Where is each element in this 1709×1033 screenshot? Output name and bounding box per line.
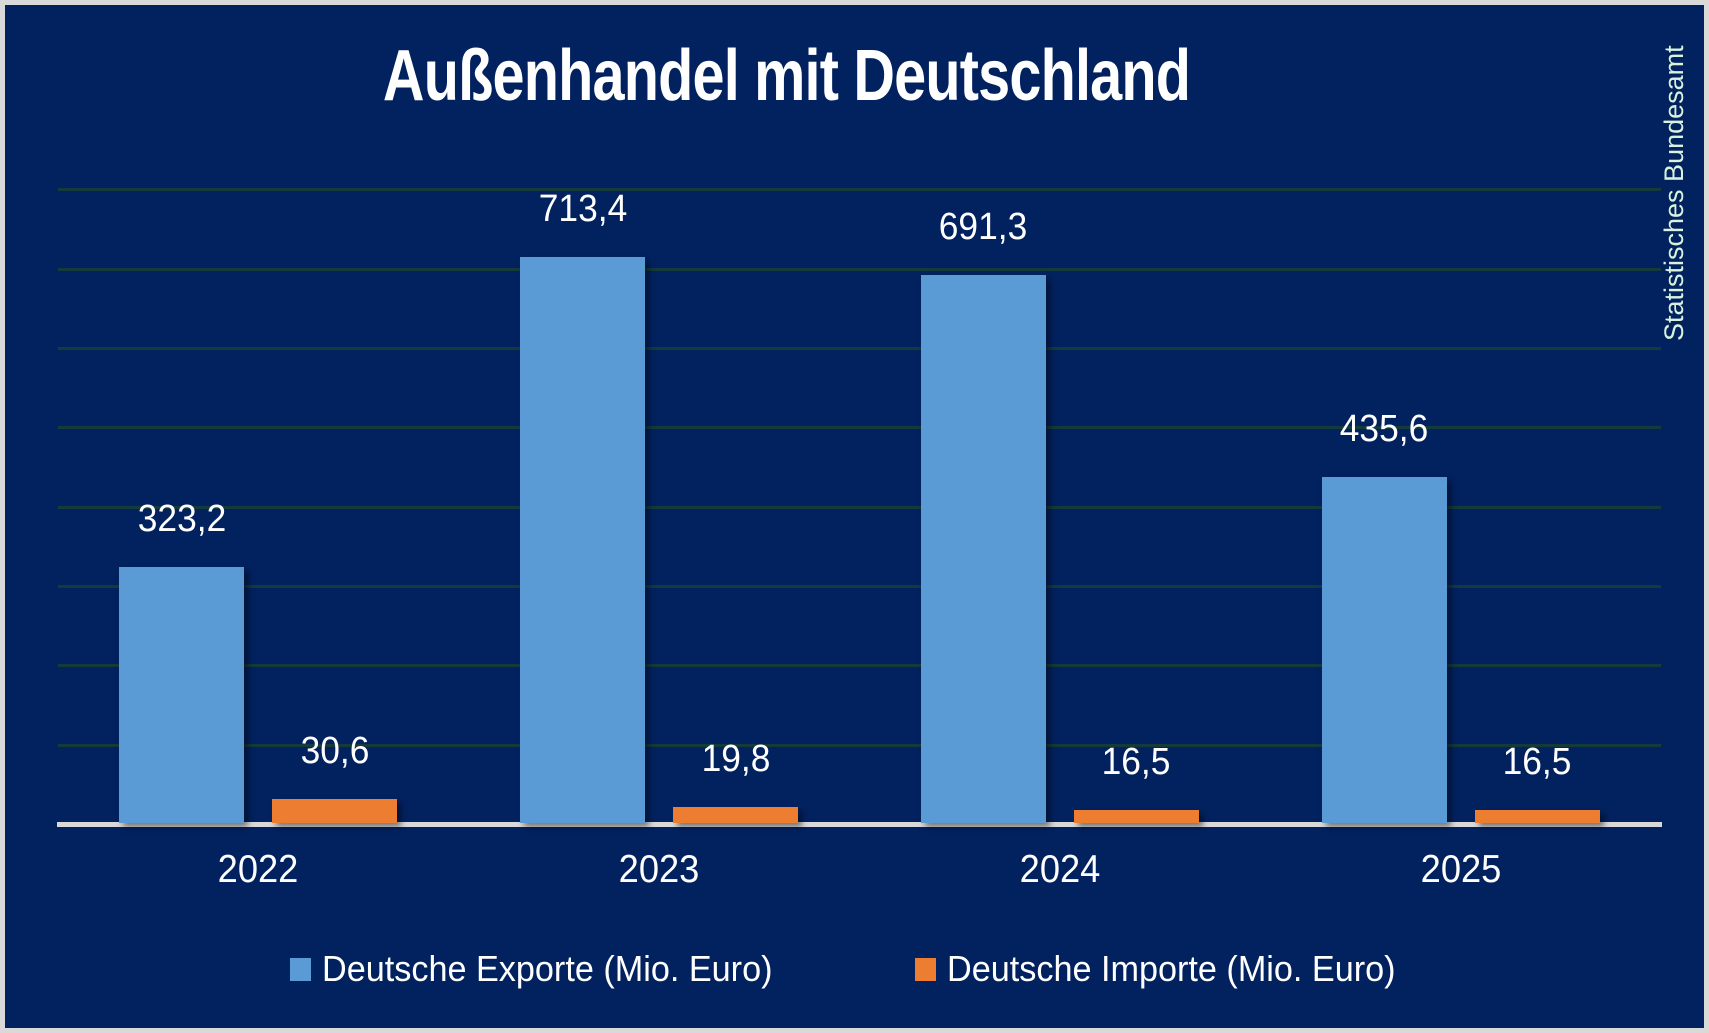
- legend-item-exports: Deutsche Exporte (Mio. Euro): [290, 948, 796, 990]
- import-bar-2025: [1475, 810, 1600, 823]
- chart-title: Außenhandel mit Deutschland: [5, 35, 1569, 117]
- legend-swatch-imports: [914, 957, 936, 981]
- export-value-label-2024: 691,3: [938, 206, 1028, 248]
- import-value-label-2022: 30,6: [300, 730, 370, 772]
- import-bar-2022: [272, 799, 397, 823]
- legend-label-exports: Deutsche Exporte (Mio. Euro): [322, 948, 773, 989]
- import-value-label-2025: 16,5: [1502, 741, 1572, 783]
- legend-swatch-exports: [290, 957, 312, 981]
- gridline-100: [58, 744, 1661, 747]
- x-axis-label-2024: 2024: [1019, 848, 1101, 891]
- gridline-200: [58, 664, 1661, 667]
- gridline-800: [58, 188, 1661, 191]
- x-axis-label-2025: 2025: [1420, 848, 1502, 891]
- import-value-label-2024: 16,5: [1101, 741, 1171, 783]
- x-axis-label-2023: 2023: [618, 848, 700, 891]
- legend-item-imports: Deutsche Importe (Mio. Euro): [914, 948, 1419, 990]
- export-value-label-2023: 713,4: [538, 188, 628, 230]
- import-bar-2024: [1074, 810, 1199, 823]
- gridline-600: [58, 347, 1661, 350]
- x-axis-label-2022: 2022: [217, 848, 299, 891]
- export-value-label-2022: 323,2: [137, 498, 227, 540]
- gridline-500: [58, 426, 1661, 429]
- source-watermark: Statistisches Bundesamt: [1659, 45, 1689, 341]
- x-axis-line: [57, 822, 1662, 827]
- legend: Deutsche Exporte (Mio. Euro) Deutsche Imp…: [5, 948, 1704, 990]
- import-bar-2023: [673, 807, 798, 823]
- legend-label-imports: Deutsche Importe (Mio. Euro): [946, 948, 1396, 989]
- import-value-label-2023: 19,8: [701, 738, 771, 780]
- export-value-label-2025: 435,6: [1339, 408, 1429, 450]
- export-bar-2025: [1322, 477, 1447, 823]
- gridline-400: [58, 506, 1661, 509]
- export-bar-2022: [119, 567, 244, 823]
- chart-title-text: Außenhandel mit Deutschland: [383, 36, 1191, 116]
- export-bar-2024: [921, 275, 1046, 823]
- export-bar-2023: [520, 257, 645, 823]
- gridline-700: [58, 268, 1661, 271]
- gridline-300: [58, 585, 1661, 588]
